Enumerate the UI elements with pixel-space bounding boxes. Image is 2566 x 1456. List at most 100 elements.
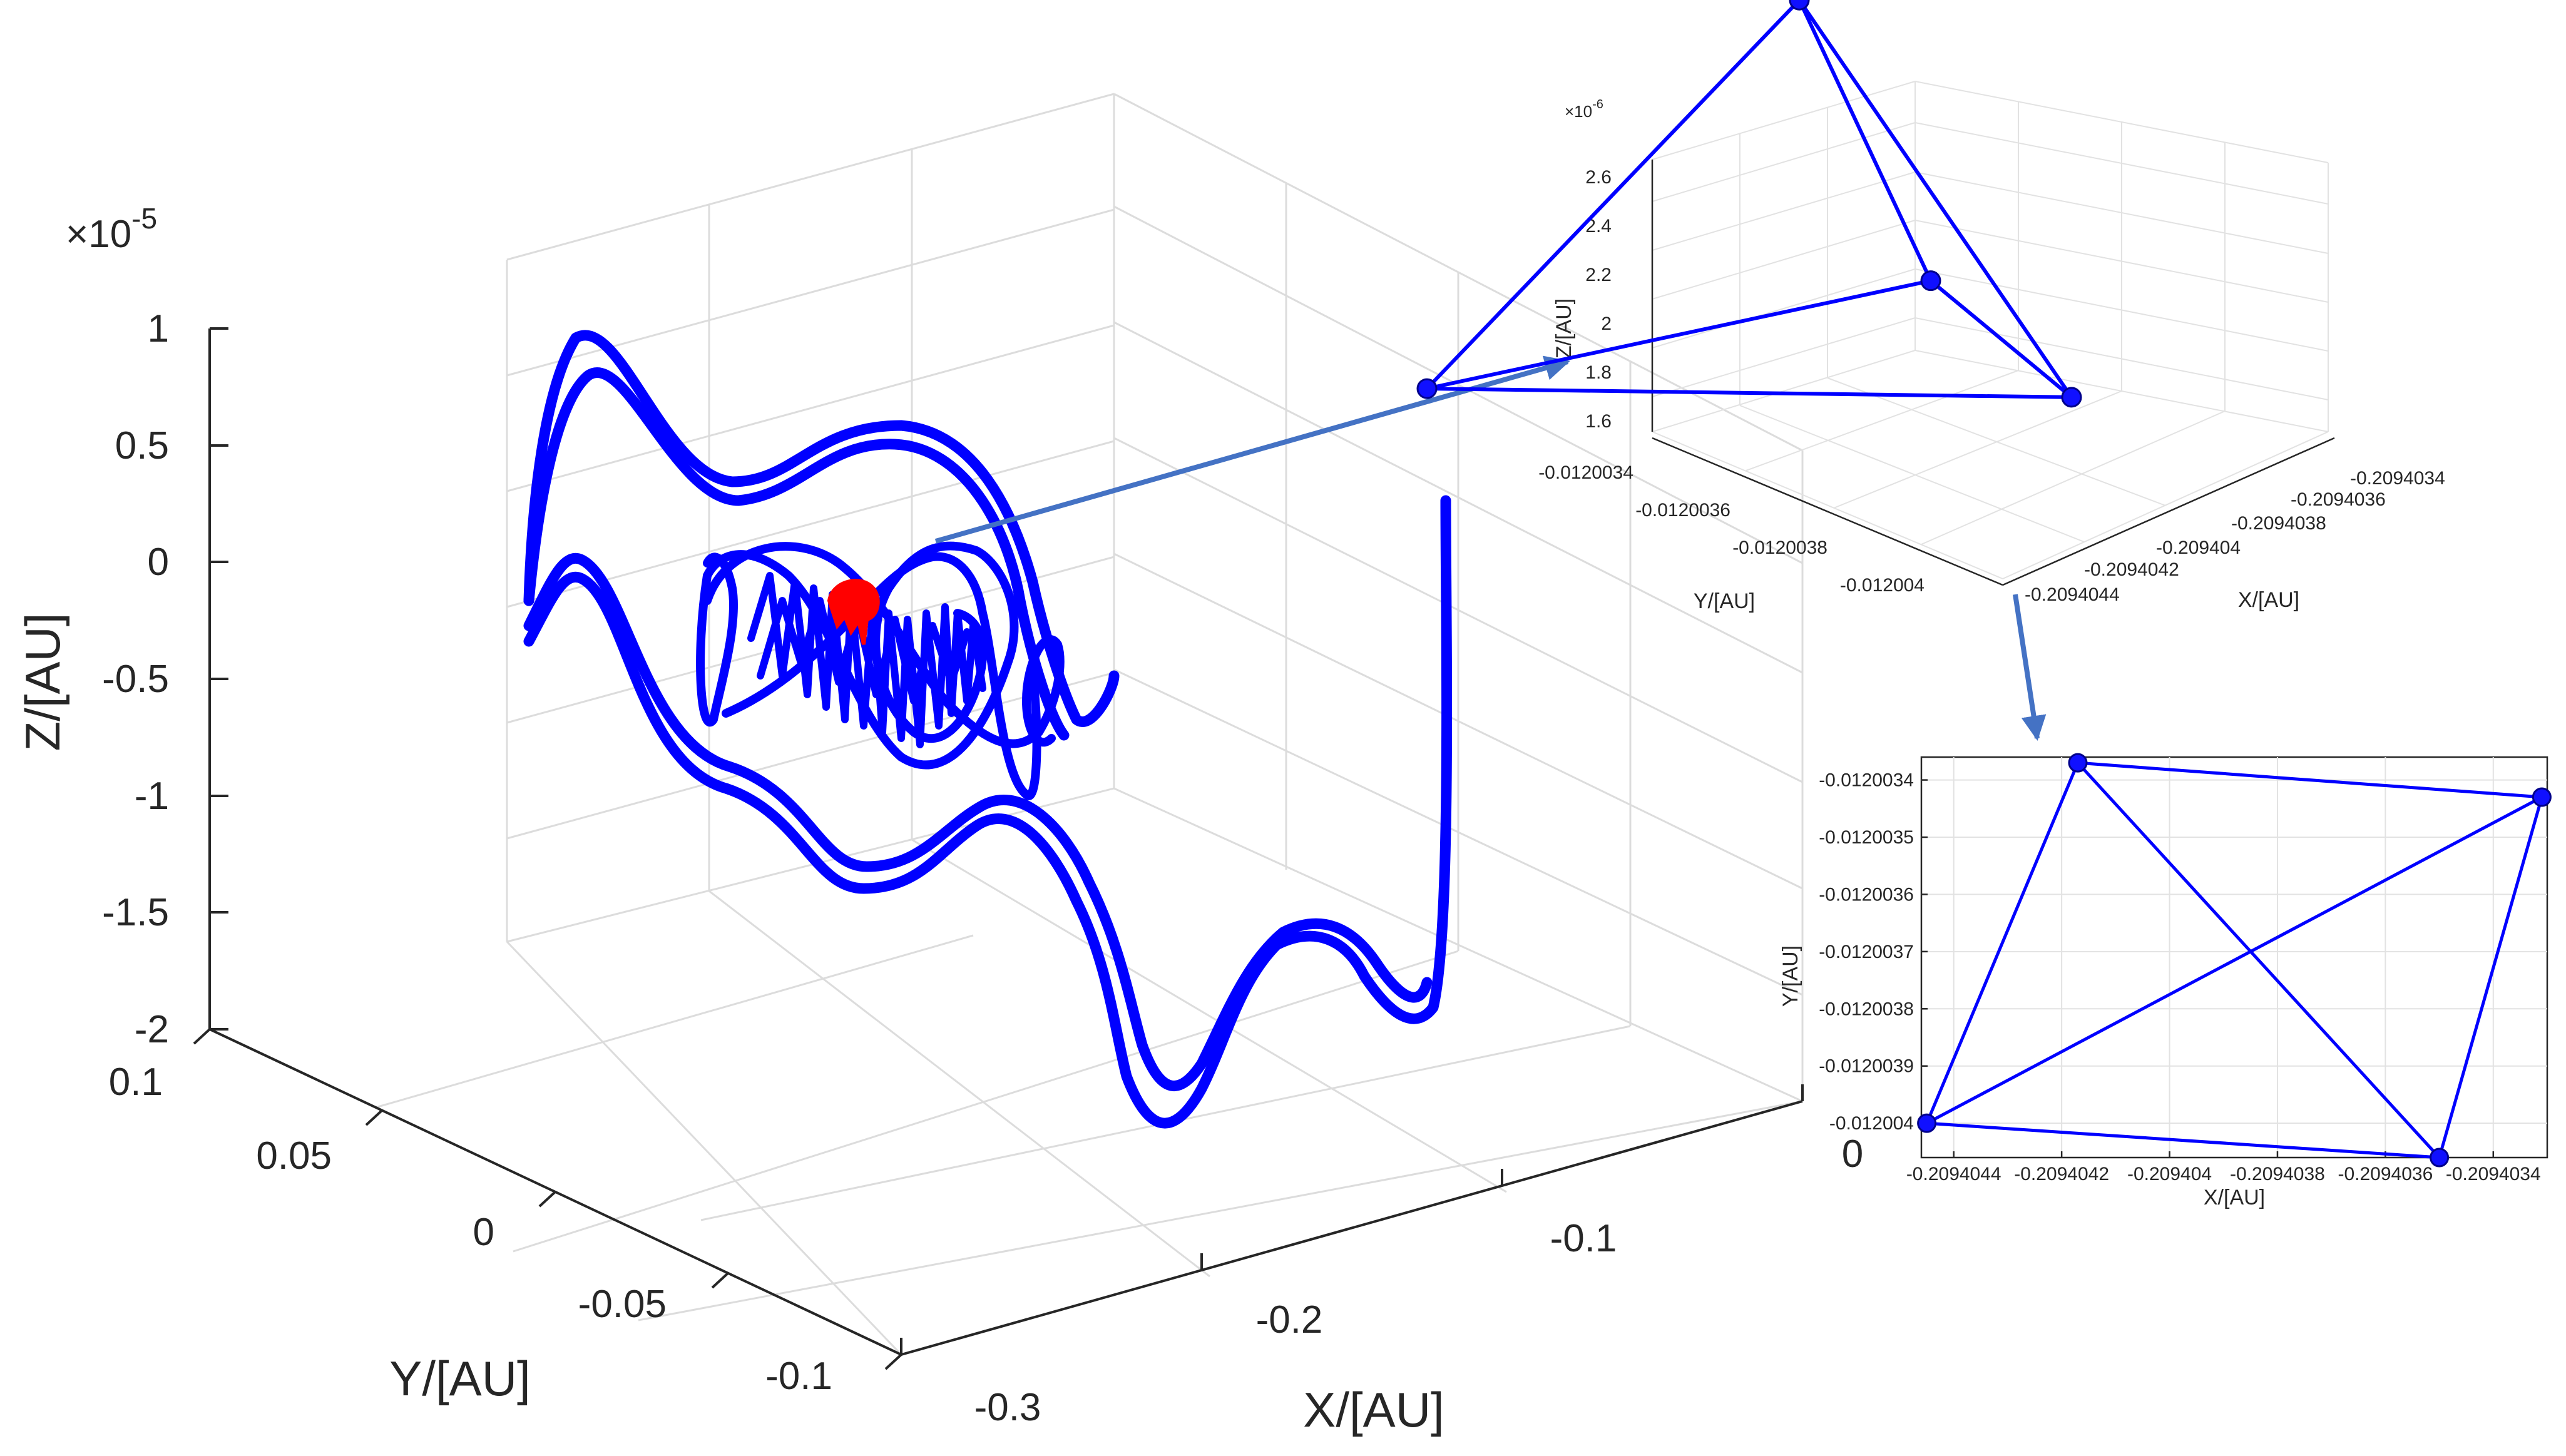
main-z-tick-label: -1.5	[102, 891, 169, 934]
inset2d-frame	[1920, 756, 2548, 1159]
inset3d-x-tick-label: -0.2094038	[2231, 513, 2326, 534]
inset2d-y-tick-label: -0.0120035	[1819, 827, 1914, 848]
inset3d-y-tick-label: -0.012004	[1840, 575, 1924, 596]
inset2d-y-tick-label: -0.0120037	[1819, 942, 1914, 962]
tetra-edge	[1426, 387, 2072, 399]
inset2d-x-ticks: -0.2094044 -0.2094042 -0.209404 -0.2094038-…	[1906, 1151, 2541, 1184]
inset3d-z-tick-label: 2.2	[1585, 265, 1612, 285]
inset3d-x-ticks: -0.2094034 -0.2094036 -0.2094038 -0.2094…	[2025, 468, 2445, 605]
inset3d-z-exponent: ×10-6	[1565, 98, 1603, 121]
main-z-tick-label: 0	[148, 541, 169, 584]
main-y-tick-label: 0.1	[109, 1061, 163, 1104]
inset3d-y-tick-label: -0.0120036	[1635, 500, 1730, 521]
inset2d-x-tick-label: -0.2094044	[1906, 1164, 2001, 1184]
quad-edge	[2438, 797, 2543, 1158]
main-trajectory	[523, 330, 1453, 1129]
trajectory-band-outer	[523, 553, 1433, 1091]
main-y-axis-label: Y/[AU]	[389, 1351, 530, 1406]
inset2d-x-tick-label: -0.2094034	[2446, 1164, 2541, 1184]
main-grid-floor	[375, 787, 1803, 1356]
inset3d-x-tick-label: -0.2094044	[2025, 584, 2120, 605]
tetra-vertex	[1416, 378, 1438, 399]
inset3d-y-axis-label: Y/[AU]	[1694, 589, 1755, 613]
inset3d-x-tick-label: -0.209404	[2156, 537, 2241, 558]
quad-edge	[2077, 761, 2542, 799]
quad-edge	[1925, 762, 2080, 1124]
inset2d-x-tick-label: -0.2094038	[2230, 1164, 2325, 1184]
main-x-ticks: -0.3 -0.2 -0.1 0	[900, 1084, 1863, 1429]
inset3d-y-tick-label: -0.0120038	[1732, 537, 1827, 558]
trajectory-band-outer	[523, 495, 1453, 1129]
inset3d-y-ticks: -0.0120034 -0.0120036 -0.0120038 -0.0120…	[1538, 462, 1924, 596]
main-z-exponent: ×10-5	[66, 202, 157, 256]
main-z-tick-label: -0.5	[102, 658, 169, 701]
inset3d-z-tick-label: 1.8	[1585, 362, 1612, 383]
main-y-tick-label: 0.05	[256, 1134, 332, 1178]
inset2d-y-tick-label: -0.0120038	[1819, 999, 1914, 1019]
main-x-tick-label: -0.1	[1550, 1217, 1617, 1260]
tetra-edge	[1930, 279, 2073, 399]
main-x-tick-label: -0.2	[1256, 1298, 1323, 1341]
main-x-tick-label: -0.3	[974, 1386, 1041, 1429]
main-y-tick-label: 0	[473, 1211, 494, 1254]
main-x-tick-label: 0	[1842, 1133, 1863, 1176]
inset3d-tetrahedron	[1416, 0, 2082, 408]
main-x-axis	[901, 1100, 1803, 1356]
inset2d-x-tick-label: -0.209404	[2127, 1164, 2212, 1184]
tetra-vertex	[1920, 270, 1941, 292]
inset2d-y-ticks: -0.0120034 -0.0120035 -0.0120036 -0.0120037…	[1819, 770, 1928, 1134]
main-z-tick-label: 0.5	[115, 424, 169, 467]
inset-2d-plot: -0.0120034 -0.0120035 -0.0120036 -0.0120037…	[1779, 753, 2552, 1209]
inset3d-z-tick-label: 2.6	[1585, 167, 1612, 188]
quad-edge	[1926, 1121, 2440, 1159]
trajectory-center-scribble	[747, 572, 986, 748]
trajectory-band-outer	[523, 367, 1070, 741]
inset2d-y-axis-label: Y/[AU]	[1779, 945, 1802, 1007]
quad-vertex	[2068, 753, 2088, 773]
inset2d-y-tick-label: -0.0120039	[1819, 1056, 1914, 1077]
tetra-edge	[1425, 0, 1801, 390]
main-x-axis-label: X/[AU]	[1303, 1382, 1444, 1437]
inset3d-y-axis	[1652, 437, 2003, 586]
inset3d-x-axis	[2002, 437, 2335, 586]
inset2d-x-tick-label: -0.2094036	[2338, 1164, 2433, 1184]
main-grid-side-wall	[1113, 93, 1804, 1101]
zoom-arrow-3d	[934, 355, 1570, 544]
main-z-tick-label: -2	[135, 1008, 169, 1051]
quad-vertex	[2430, 1148, 2450, 1168]
main-3d-plot: 1 0.5 0 -0.5 -1 -1.5 -2 ×10-5 Z/[AU] 0.1…	[15, 93, 1863, 1437]
inset2d-y-tick-label: -0.0120036	[1819, 884, 1914, 905]
inset3d-z-tick-label: 1.6	[1585, 411, 1612, 432]
inset2d-x-axis-label: X/[AU]	[2204, 1186, 2265, 1209]
quad-vertex	[2532, 787, 2552, 807]
tetra-vertex	[1789, 0, 1810, 11]
inset3d-x-tick-label: -0.2094036	[2291, 489, 2386, 510]
main-z-tick-label: 1	[148, 307, 169, 350]
inset3d-z-axis-label: Z/[AU]	[1552, 298, 1576, 359]
tetra-vertex	[2061, 387, 2082, 408]
inset3d-z-tick-label: 2	[1601, 313, 1612, 334]
tetra-edge	[1797, 0, 1933, 282]
quad-edge	[2077, 761, 2441, 1159]
inset3d-x-axis-label: X/[AU]	[2238, 588, 2299, 612]
zoom-arrow-2d	[2013, 594, 2047, 741]
trajectory-inner-loops	[696, 541, 1019, 770]
quad-vertex	[1917, 1113, 1937, 1133]
inset2d-y-tick-label: -0.012004	[1829, 1113, 1914, 1134]
main-y-tick-label: -0.05	[578, 1283, 667, 1326]
trajectory-band-outer	[523, 330, 1120, 727]
main-y-tick-label: -0.1	[765, 1355, 832, 1398]
svg-text:×10-5: ×10-5	[66, 202, 157, 256]
inset2d-x-tick-label: -0.2094042	[2014, 1164, 2109, 1184]
inset2d-y-tick-label: -0.0120034	[1819, 770, 1914, 791]
main-z-ticks: 1 0.5 0 -0.5 -1 -1.5 -2	[102, 307, 228, 1051]
inset-3d-plot: 2.6 2.4 2.2 2 1.8 1.6 ×10-6 Z/[AU] -0.01…	[1416, 0, 2445, 741]
center-cluster	[827, 579, 880, 645]
quad-edge	[1926, 795, 2543, 1125]
inset3d-y-tick-label: -0.0120034	[1538, 462, 1633, 483]
main-z-axis-label: Z/[AU]	[15, 613, 70, 751]
inset3d-x-tick-label: -0.2094034	[2350, 468, 2445, 489]
main-y-axis	[209, 1028, 902, 1356]
main-y-ticks: 0.1 0.05 0 -0.05 -0.1	[109, 1028, 902, 1398]
